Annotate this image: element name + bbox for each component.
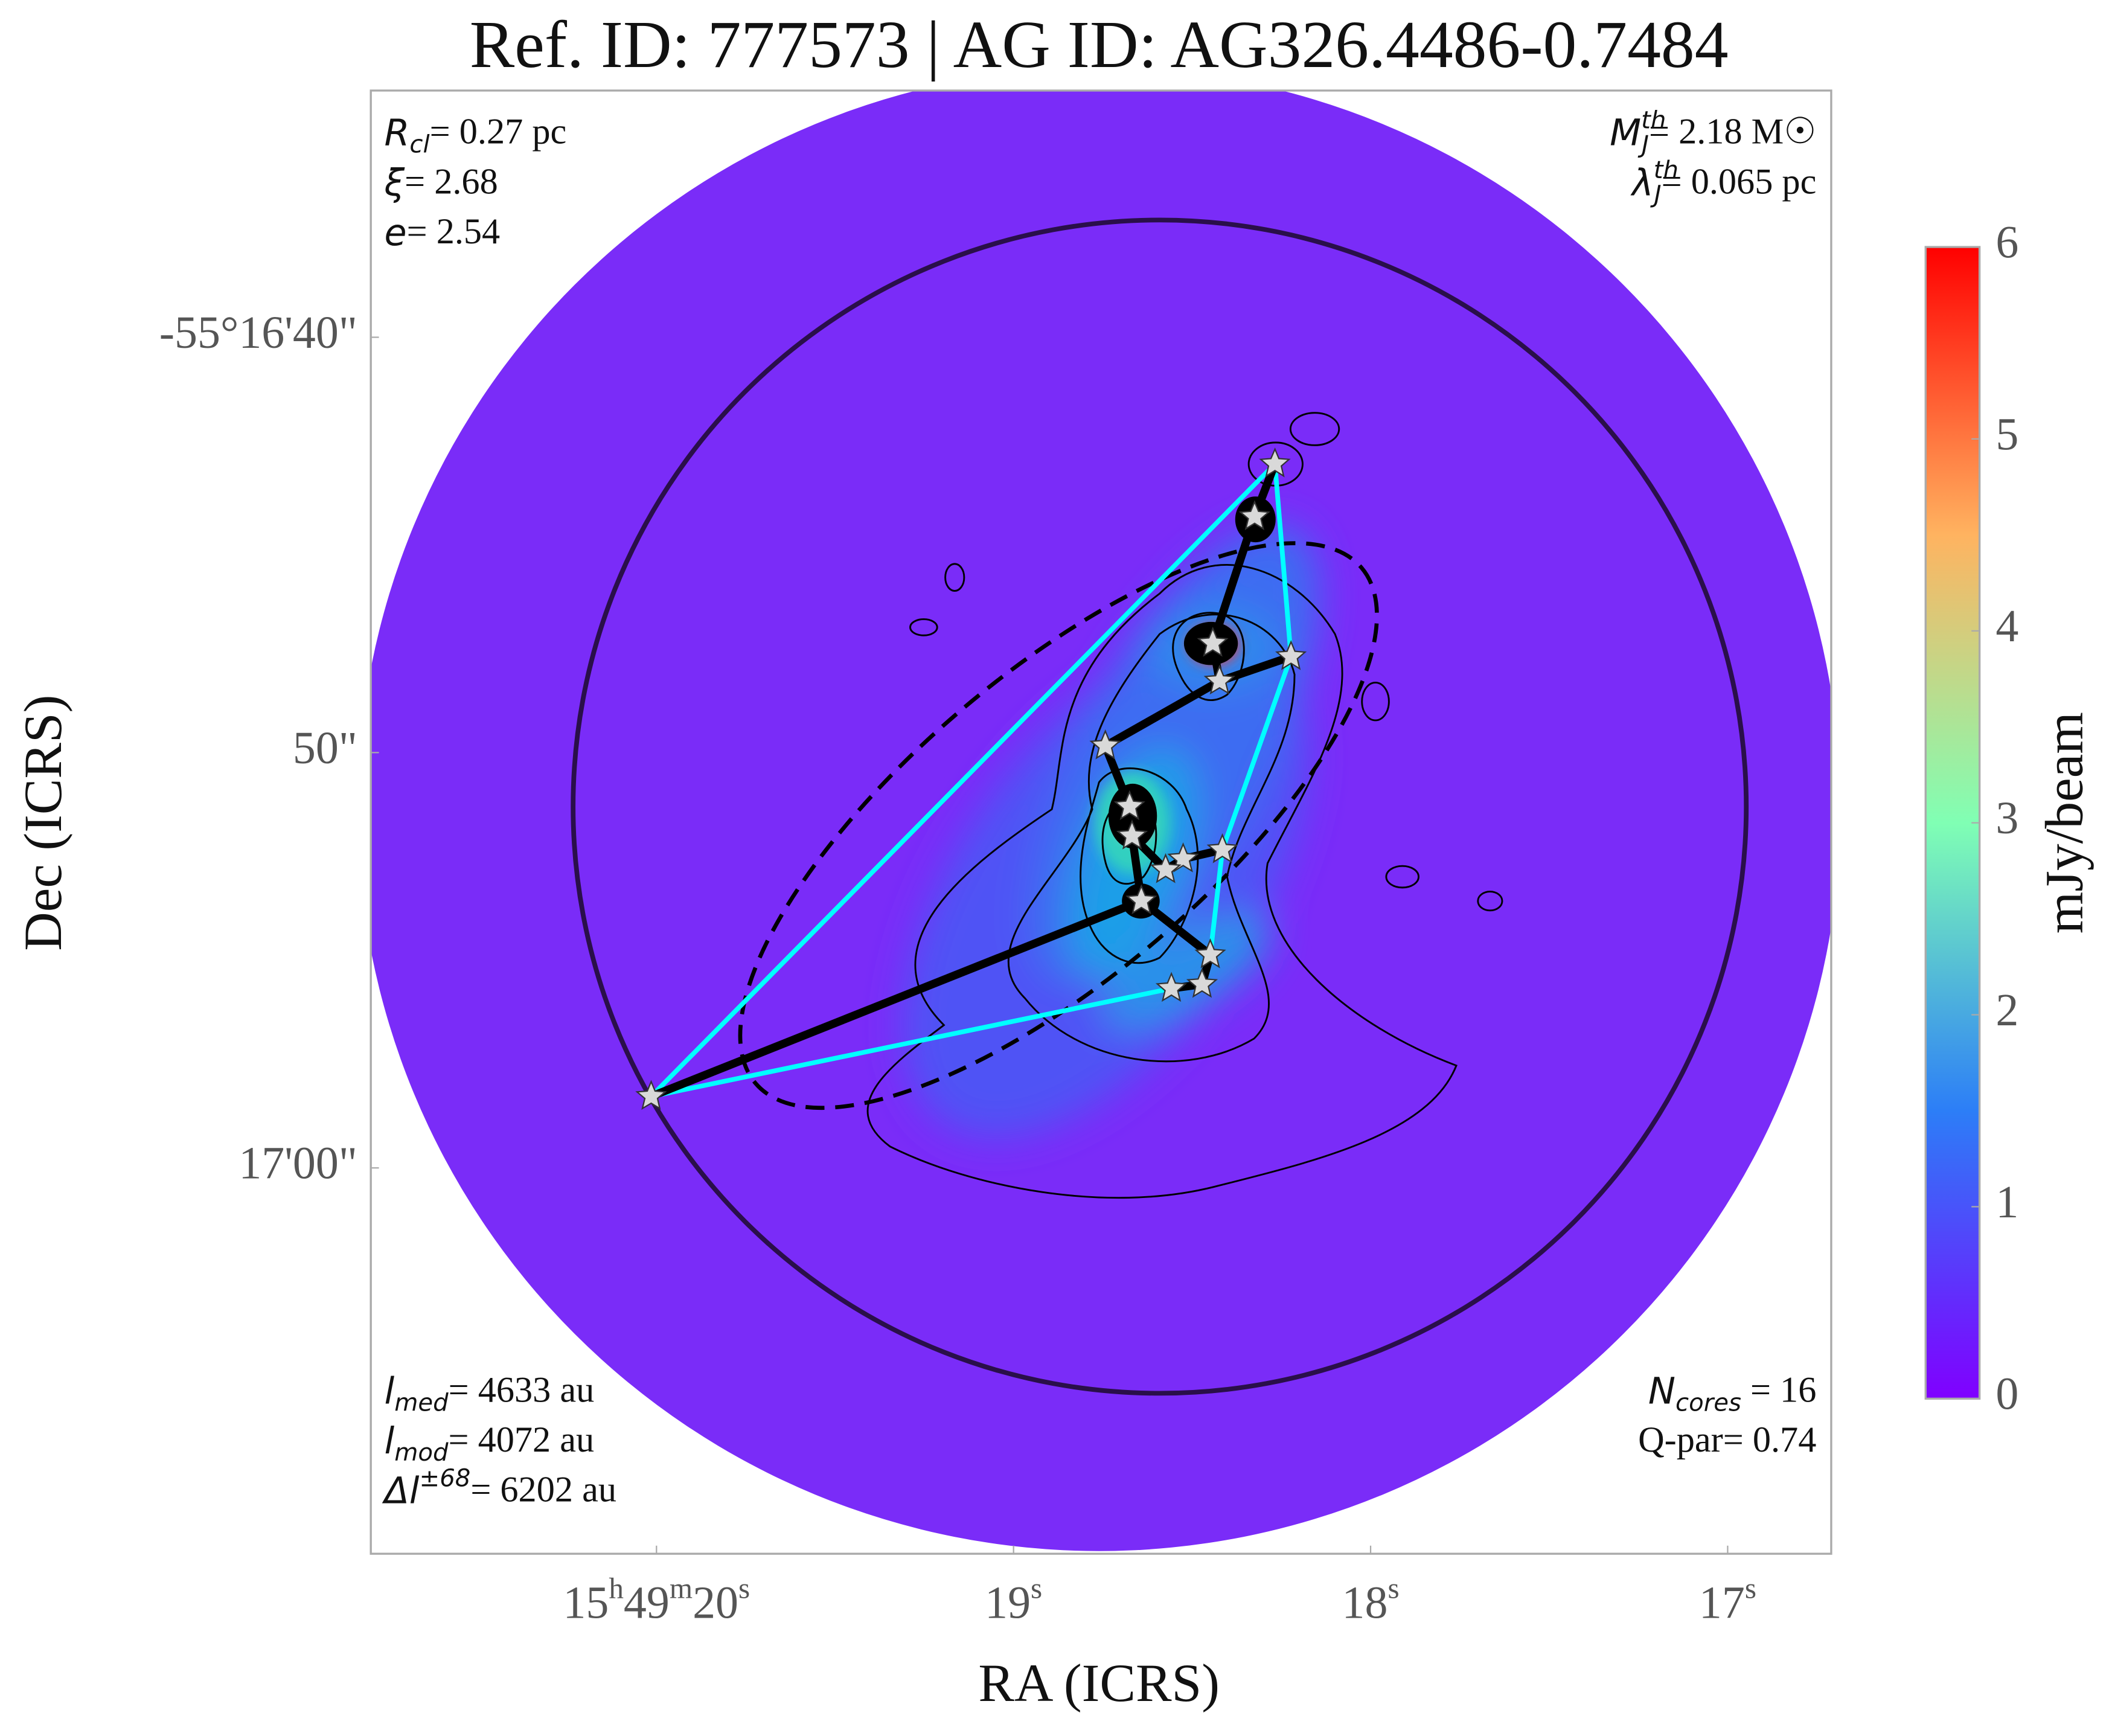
annotation: Rcl= 0.27 pc: [385, 112, 567, 159]
annotation: lmod= 4072 au: [385, 1420, 595, 1467]
core: [635, 1080, 667, 1110]
core: [1203, 664, 1236, 695]
colorbar-tick-label: 4: [1995, 601, 2018, 652]
annotation-text: = 4072 au: [449, 1420, 595, 1460]
x-tick-label: 19s: [985, 1572, 1042, 1629]
core: [1186, 967, 1218, 998]
colorbar-label: mJy/beam: [2035, 712, 2095, 934]
mst-edge: [1137, 897, 1215, 959]
colorbar-tick-label: 3: [1995, 793, 2018, 844]
annotation-symbol: N: [1648, 1370, 1675, 1412]
y-tick-label: 17'00": [238, 1138, 357, 1189]
y-tick-label: 50": [293, 723, 357, 774]
annotation-sup: ±68: [420, 1464, 471, 1492]
x-axis-label: RA (ICRS): [978, 1653, 1220, 1713]
annotation: λth J= 0.065 pc: [1630, 156, 1816, 208]
annotation: ξ= 2.68: [384, 161, 498, 204]
core: [1238, 500, 1270, 530]
annotation: Δl±68= 6202 au: [382, 1464, 617, 1512]
y-axis-label: Dec (ICRS): [13, 695, 73, 951]
core: [1275, 640, 1307, 670]
plot-frame: [370, 89, 1832, 1555]
annotation-text: Q-par= 0.74: [1638, 1420, 1816, 1460]
annotation-symbol: e: [385, 212, 407, 254]
y-tick-label: -55°16'40": [159, 307, 357, 358]
fit-ellipse: [738, 541, 1379, 1110]
core: [1206, 833, 1238, 863]
annotation: Ncores = 16: [1648, 1369, 1816, 1417]
annotation-text: = 0.065 pc: [1662, 161, 1817, 202]
annotation-sub: cores: [1675, 1389, 1741, 1417]
annotation-text: = 2.68: [405, 161, 498, 202]
annotation: lmed= 4633 au: [385, 1369, 595, 1417]
mst-edge: [647, 897, 1146, 1101]
annotation-sub: cl: [409, 131, 429, 159]
annotation: e= 2.54: [385, 211, 501, 254]
annotation-sub: med: [394, 1389, 449, 1417]
mst-edge: [1208, 512, 1259, 648]
x-tick-label: 15h49m20s: [563, 1572, 750, 1629]
core: [1259, 447, 1291, 478]
annotation-symbol: R: [385, 112, 410, 154]
core: [1150, 853, 1182, 883]
mst-edge: [1101, 741, 1134, 811]
network: [635, 447, 1307, 1110]
colorbar-tick-label: 5: [1995, 409, 2018, 460]
core: [1194, 938, 1226, 969]
annotation-text: = 6202 au: [470, 1470, 616, 1510]
core: [1125, 884, 1157, 915]
annotation-sub: mod: [394, 1439, 449, 1467]
annotation-symbol: ξ: [384, 162, 405, 204]
map: [371, 90, 1831, 1551]
annotation-symbol: λ: [1630, 162, 1654, 204]
annotation: Mth J= 2.18 M☉: [1610, 106, 1816, 158]
annotation-text: = 2.54: [407, 211, 501, 252]
cluster-circle: [571, 217, 1749, 1396]
core: [1197, 626, 1229, 657]
annotation-sup: th: [1654, 156, 1679, 184]
annotation-text: = 0.27 pc: [430, 112, 567, 152]
contours: [866, 412, 1503, 1199]
colorbar-tick-label: 6: [1995, 217, 2018, 267]
x-tick-label: 17s: [1699, 1572, 1756, 1629]
core: [1116, 819, 1148, 850]
annotation-sup: th: [1641, 106, 1666, 134]
core: [1113, 790, 1145, 821]
mst-edge: [1101, 677, 1224, 751]
annotation: Q-par= 0.74: [1638, 1420, 1816, 1460]
annotation-symbol: l: [385, 1370, 395, 1412]
core: [1089, 729, 1121, 760]
chart-title: Ref. ID: 777573 | AG ID: AG326.4486-0.74…: [470, 7, 1729, 82]
annotation-text: = 16: [1741, 1369, 1816, 1410]
annotation-text: = 2.18 M☉: [1649, 112, 1816, 152]
annotation-text: = 4633 au: [449, 1369, 595, 1410]
annotation-symbol: Δl: [382, 1470, 420, 1512]
colorbar: [1924, 246, 1981, 1400]
colorbar-tick-label: 1: [1995, 1177, 2018, 1228]
annotation-symbol: l: [385, 1420, 395, 1462]
annotation-symbol: M: [1610, 112, 1641, 154]
x-tick-label: 18s: [1342, 1572, 1400, 1629]
colorbar-tick-label: 2: [1995, 985, 2018, 1036]
colorbar-tick-label: 0: [1995, 1369, 2018, 1420]
core: [1155, 972, 1188, 1002]
